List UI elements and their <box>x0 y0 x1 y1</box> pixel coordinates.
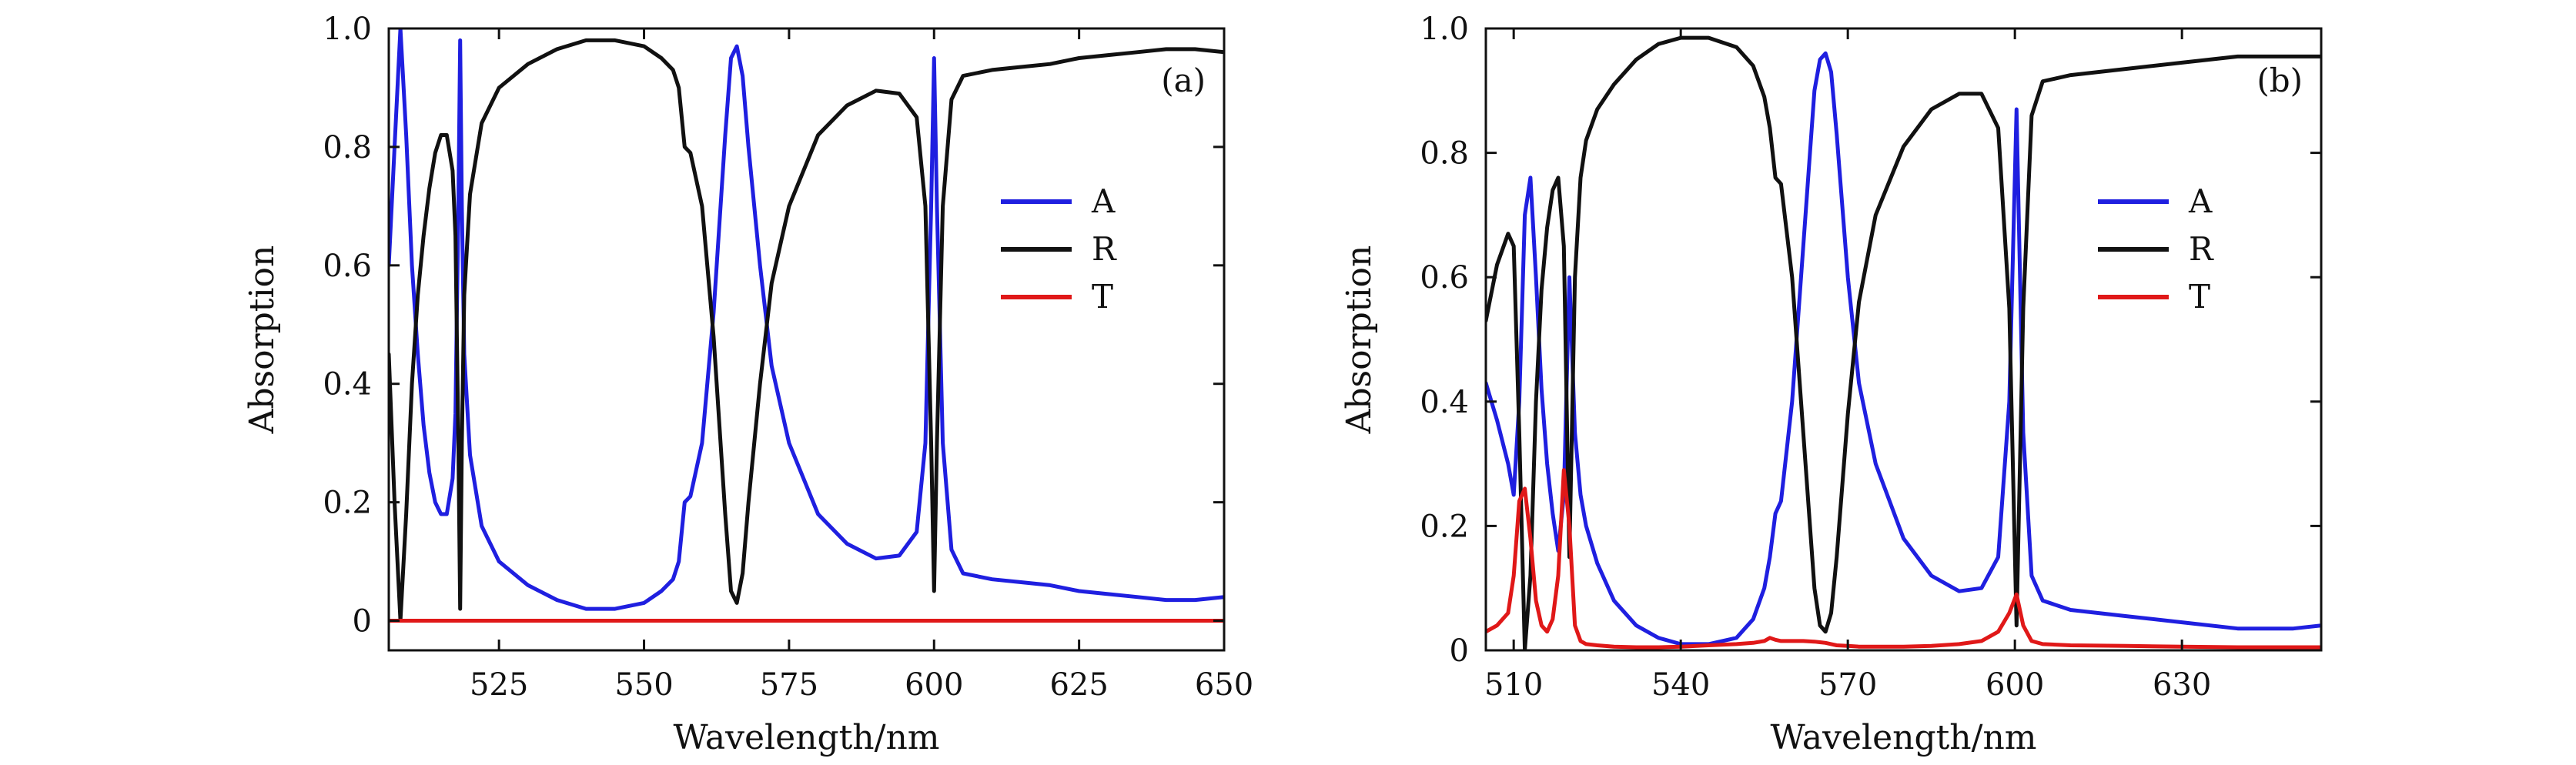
series-line-R <box>389 38 1224 623</box>
y-tick-label: 0.4 <box>1420 385 1469 420</box>
legend-label-R: R <box>2189 230 2214 268</box>
plot-frame <box>387 27 1226 652</box>
x-tick-label: 510 <box>1484 667 1543 703</box>
x-tick-label: 625 <box>1049 667 1108 703</box>
legend: ART <box>2098 182 2214 316</box>
chart-panel-a: 525 550 575 600 625 650 0 0.2 0.4 0.6 0.8 1.0 Wavele… <box>243 12 1253 757</box>
series-group <box>389 28 1224 623</box>
legend-label-T: T <box>2189 278 2210 316</box>
y-tick-label: 0.2 <box>1420 509 1469 544</box>
series-line-R <box>1486 35 2321 650</box>
x-axis-label: Wavelength/nm <box>1770 718 2036 757</box>
y-tick-label: 0.2 <box>323 486 372 521</box>
panel-label: (b) <box>2257 62 2303 99</box>
legend-label-T: T <box>1092 278 1113 316</box>
y-axis-label: Absorption <box>1340 246 1379 435</box>
y-tick-label: 0 <box>1450 633 1469 669</box>
series-line-A <box>389 28 1224 611</box>
x-axis-label: Wavelength/nm <box>673 718 939 757</box>
x-tick-label: 570 <box>1818 667 1877 703</box>
legend-label-A: A <box>2188 182 2213 220</box>
y-tick-label: 0.6 <box>1420 260 1469 296</box>
y-axis-label: Absorption <box>243 246 282 435</box>
x-tick-label: 575 <box>760 667 818 703</box>
y-tick-label: 0.8 <box>323 130 372 165</box>
plot-frame <box>1484 27 2323 652</box>
chart-panel-b: 510 540 570 600 630 0 0.2 0.4 0.6 0.8 1.0 Wavelengt… <box>1340 12 2323 757</box>
y-tick-label: 0.4 <box>323 367 372 403</box>
y-tick-label: 0.8 <box>1420 136 1469 172</box>
legend-label-A: A <box>1091 182 1116 220</box>
y-tick-label: 0 <box>353 604 372 640</box>
y-tick-label: 1.0 <box>1420 12 1469 47</box>
x-tick-label: 540 <box>1651 667 1710 703</box>
x-tick-label: 525 <box>470 667 528 703</box>
x-tick-label: 600 <box>1986 667 2044 703</box>
y-tick-label: 0.6 <box>323 249 372 284</box>
legend: ART <box>1001 182 1117 316</box>
x-tick-label: 600 <box>905 667 963 703</box>
x-tick-label: 550 <box>614 667 673 703</box>
series-line-T <box>1486 468 2321 650</box>
x-tick-label: 650 <box>1195 667 1253 703</box>
x-tick-label: 630 <box>2153 667 2211 703</box>
series-line-A <box>1486 51 2321 646</box>
legend-label-R: R <box>1092 230 1117 268</box>
panel-label: (a) <box>1161 62 1206 99</box>
series-group <box>1486 35 2321 650</box>
y-tick-label: 1.0 <box>323 12 372 47</box>
